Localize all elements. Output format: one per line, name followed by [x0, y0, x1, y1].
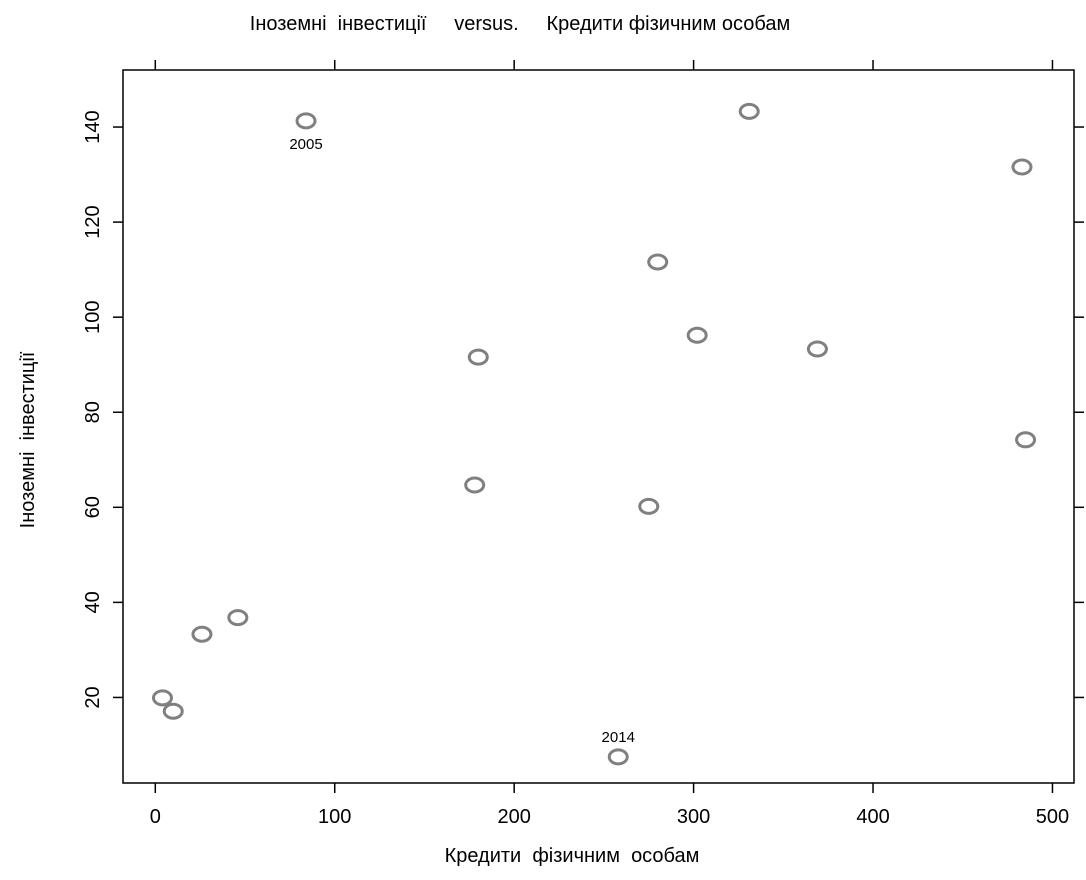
y-tick-label: 100: [82, 300, 104, 333]
x-tick-label: 0: [150, 806, 161, 828]
data-point: [738, 102, 760, 120]
x-tick-label: 200: [497, 806, 530, 828]
data-point: [467, 348, 489, 366]
y-tick-label: 140: [82, 110, 104, 143]
y-tick-label: 40: [82, 591, 104, 613]
point-annotations: 2005 2014: [289, 136, 635, 746]
x-tick-label: 400: [856, 806, 889, 828]
y-axis-label: Іноземні інвестиції: [17, 351, 39, 528]
y-tick-label: 60: [82, 496, 104, 518]
data-point: [151, 689, 173, 707]
data-point: [647, 253, 669, 271]
y-tick-label: 120: [82, 205, 104, 238]
point-annotation: 2014: [602, 729, 635, 746]
data-point: [1011, 158, 1033, 176]
data-point: [162, 702, 184, 720]
data-point: [607, 748, 629, 766]
y-tick-label: 20: [82, 686, 104, 708]
chart-title: Іноземні інвестиції versus. Кредити фізи…: [250, 13, 790, 35]
data-point: [638, 497, 660, 515]
data-point: [806, 340, 828, 358]
data-points: [151, 102, 1037, 766]
plot-frame: [122, 69, 1075, 784]
point-annotation: 2005: [289, 136, 322, 153]
x-tick-label: 500: [1036, 806, 1069, 828]
data-point: [295, 112, 317, 130]
data-point: [464, 476, 486, 494]
x-axis: 0 100 200 300 400 500: [150, 60, 1069, 828]
y-tick-label: 80: [82, 401, 104, 423]
data-point: [686, 326, 708, 344]
data-point: [191, 625, 213, 643]
x-axis-label: Кредити фізичним особам: [445, 845, 700, 867]
y-axis: 20 40 60 80 100 120 140: [82, 110, 1084, 709]
data-point: [227, 609, 249, 627]
x-tick-label: 100: [318, 806, 351, 828]
x-tick-label: 300: [677, 806, 710, 828]
data-point: [1015, 431, 1037, 449]
